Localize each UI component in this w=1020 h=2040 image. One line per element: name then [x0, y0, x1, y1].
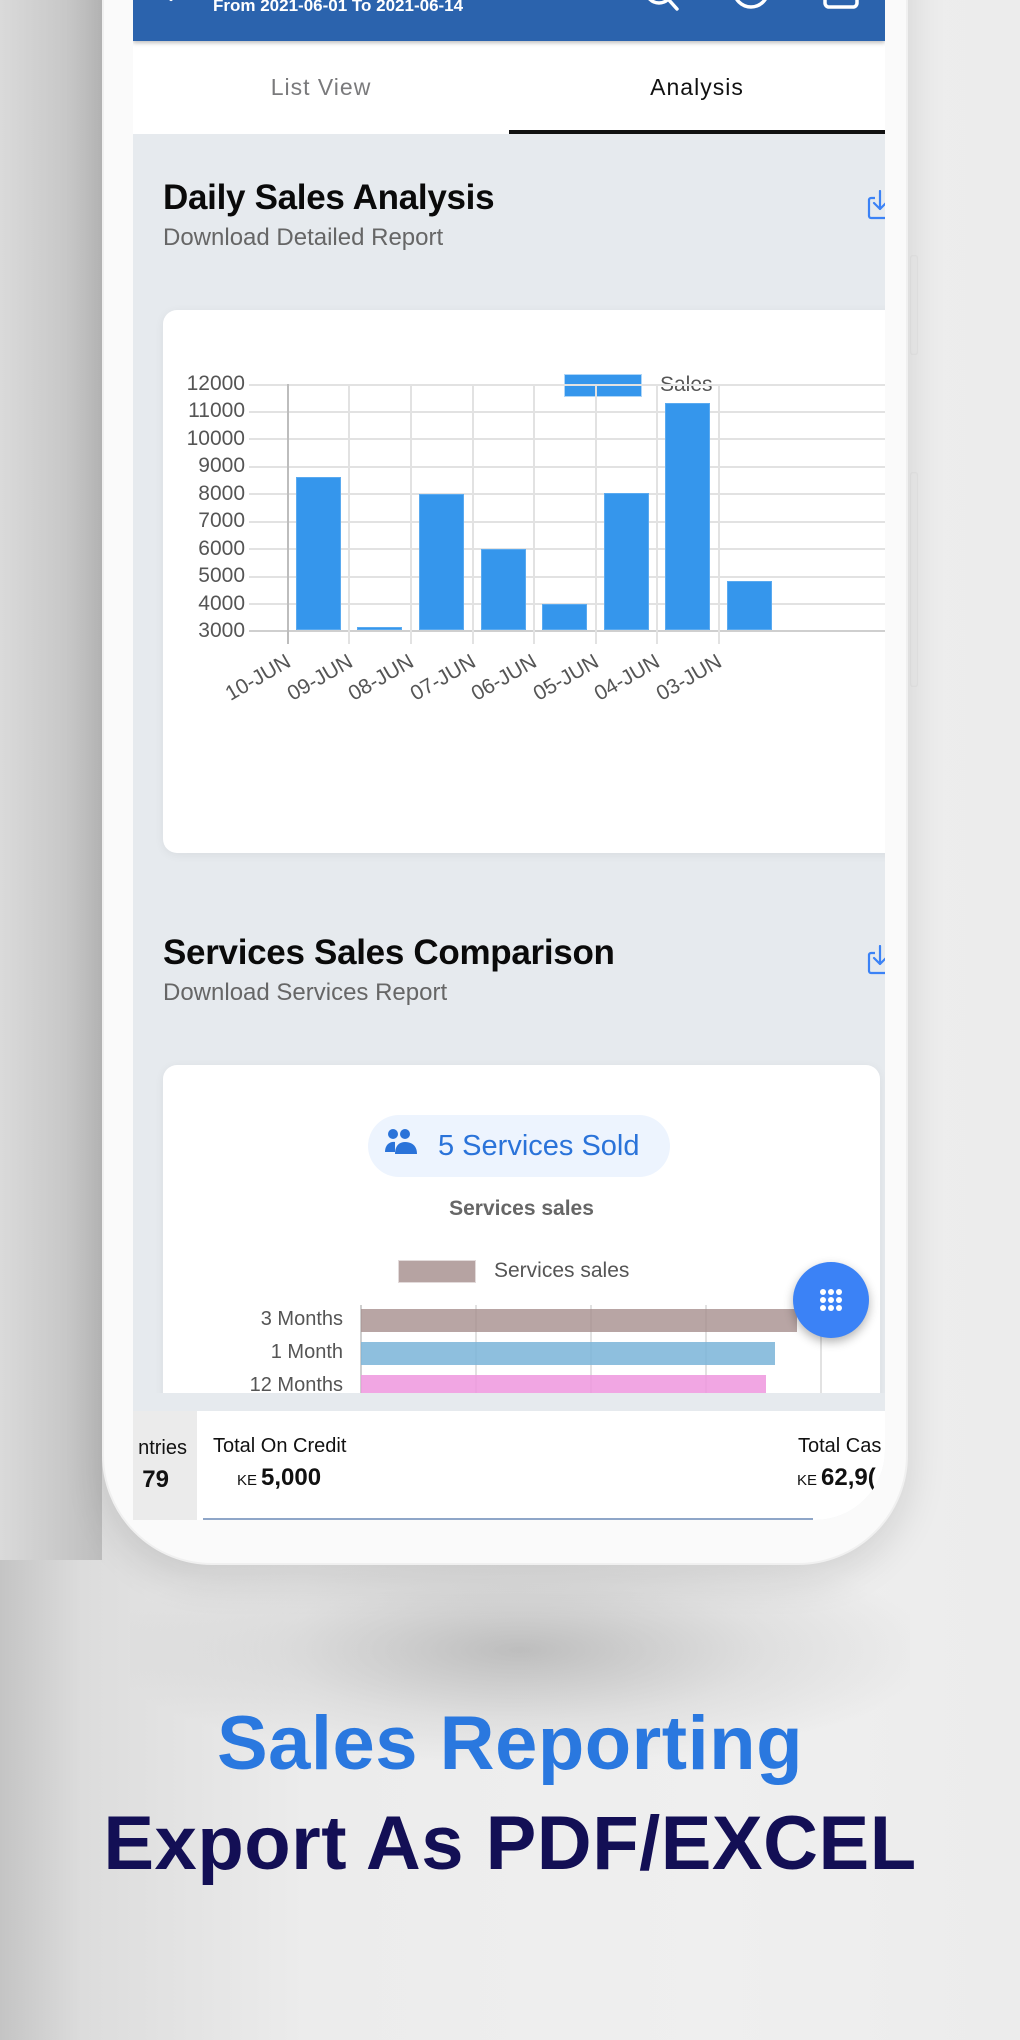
people-icon	[384, 1128, 420, 1164]
marketing-headline: Sales Reporting	[216, 1701, 804, 1786]
bar-03-jun[interactable]	[727, 581, 772, 630]
gridline	[249, 521, 885, 523]
x-axis-line	[249, 630, 885, 632]
chart-legend: Services sales	[398, 1259, 629, 1283]
credit-amount: 5,000	[261, 1464, 322, 1491]
gridline	[249, 493, 885, 495]
bar-07-jun[interactable]	[481, 549, 526, 630]
summary-divider	[203, 1518, 813, 1520]
y-tick: 6000	[198, 537, 245, 560]
download-icon[interactable]	[867, 944, 885, 980]
y-tick: 11000	[188, 399, 245, 422]
services-sold-badge: 5 Services Sold	[368, 1115, 670, 1177]
bar-04-jun[interactable]	[665, 403, 710, 630]
legend-label: Services sales	[494, 1259, 630, 1282]
background-left-shade	[0, 0, 102, 1560]
download-services-report-link[interactable]: Download Services Report	[163, 979, 448, 1006]
gridline	[249, 548, 885, 550]
bar-05-jun[interactable]	[604, 493, 649, 630]
info-circle-icon[interactable]	[731, 0, 771, 15]
total-on-credit-value: KE 5,000	[237, 1464, 321, 1492]
cash-amount: 62,9(	[821, 1464, 876, 1491]
entries-cell: ntries 79	[133, 1411, 197, 1520]
x-tick: 06-JUN	[467, 650, 541, 706]
gridline	[249, 438, 885, 440]
search-icon[interactable]	[643, 0, 687, 17]
x-tick: 10-JUN	[221, 650, 295, 706]
services-chart-title: Services sales	[449, 1197, 594, 1220]
entries-label: ntries	[138, 1437, 187, 1459]
phone-side-button	[910, 472, 918, 687]
gridline	[656, 384, 658, 644]
gridline	[348, 384, 350, 644]
gridline	[718, 384, 720, 644]
tab-list-view[interactable]: List View	[270, 74, 372, 100]
app-screen: From 2021-06-01 To 2021-06-14 List View …	[133, 0, 885, 1520]
y-tick: 12000	[186, 372, 245, 395]
y-tick: 4000	[198, 592, 245, 615]
daily-sales-header: Daily Sales Analysis Download Detailed R…	[163, 178, 885, 252]
y-tick: 8000	[198, 482, 245, 505]
hbar-12-months[interactable]	[361, 1375, 766, 1398]
total-cash-label: Total Cas	[798, 1435, 882, 1457]
bar-08-jun[interactable]	[419, 494, 464, 630]
currency-code: KE	[797, 1472, 818, 1489]
x-tick: 09-JUN	[283, 650, 357, 706]
gridline	[249, 384, 885, 386]
download-icon[interactable]	[867, 189, 885, 225]
bar-10-jun[interactable]	[296, 477, 341, 630]
total-cash-value: KE 62,9(	[797, 1464, 876, 1492]
totals-summary-bar: ntries 79 Total On Credit KE 5,000 Total …	[133, 1411, 885, 1520]
y-axis-line	[287, 384, 289, 644]
date-range-subtitle: From 2021-06-01 To 2021-06-14	[213, 0, 464, 15]
services-title: Services Sales Comparison	[163, 933, 615, 972]
hbar-3-months[interactable]	[361, 1309, 797, 1332]
bar-06-jun[interactable]	[542, 604, 587, 630]
x-tick: 05-JUN	[529, 650, 603, 706]
total-on-credit-label: Total On Credit	[213, 1435, 347, 1457]
tab-analysis[interactable]: Analysis	[509, 41, 885, 134]
services-header: Services Sales Comparison Download Servi…	[163, 933, 885, 1007]
gridline	[249, 466, 885, 468]
y-tick: 3000	[198, 619, 245, 642]
y-tick: 9000	[198, 454, 245, 477]
hbar-label: 12 Months	[249, 1374, 343, 1396]
phone-shadow	[130, 1540, 910, 1760]
services-sold-count: 5 Services Sold	[438, 1129, 640, 1162]
export-square-icon[interactable]	[823, 0, 859, 17]
download-detailed-report-link[interactable]: Download Detailed Report	[163, 224, 444, 251]
daily-sales-chart-card: Sales 12000 11000 10000 9000 8000 7000 6…	[163, 310, 885, 853]
x-tick: 08-JUN	[344, 650, 418, 706]
daily-sales-title: Daily Sales Analysis	[163, 178, 495, 217]
x-tick: 07-JUN	[406, 650, 480, 706]
services-chart-card: 5 Services Sold Services sales Services …	[163, 1065, 880, 1445]
gridline	[820, 1305, 822, 1445]
phone-side-button	[910, 255, 918, 355]
gridline	[410, 384, 412, 644]
content-divider	[133, 1393, 885, 1411]
gridline	[595, 384, 597, 644]
hbar-1-month[interactable]	[361, 1342, 775, 1365]
entries-value: 79	[142, 1466, 169, 1493]
grid-menu-button[interactable]	[793, 1262, 869, 1338]
x-tick: 03-JUN	[652, 650, 726, 706]
legend-swatch-services	[398, 1259, 476, 1283]
view-tabs: List View Analysis	[133, 41, 885, 134]
y-tick: 5000	[198, 564, 245, 587]
gridline	[472, 384, 474, 644]
gridline	[249, 411, 885, 413]
gridline	[249, 576, 885, 578]
y-tick: 10000	[186, 427, 245, 450]
gridline	[533, 384, 535, 644]
hbar-label: 1 Month	[270, 1341, 343, 1363]
hbar-label: 3 Months	[260, 1308, 343, 1330]
grid-menu-icon	[820, 1289, 842, 1311]
x-tick: 04-JUN	[590, 650, 664, 706]
currency-code: KE	[237, 1472, 258, 1489]
y-tick: 7000	[198, 509, 245, 532]
chevron-left-icon[interactable]	[165, 0, 187, 8]
bar-09-jun[interactable]	[357, 627, 402, 630]
marketing-subheadline: Export As PDF/EXCEL	[103, 1801, 917, 1886]
app-bar: From 2021-06-01 To 2021-06-14	[133, 0, 885, 41]
